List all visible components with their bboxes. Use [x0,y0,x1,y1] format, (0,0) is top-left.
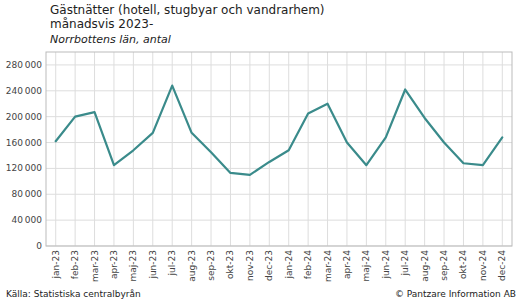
grid-line [230,52,231,246]
y-tick-label: 160 000 [6,138,42,148]
grid-line [463,52,464,246]
grid-line [346,52,347,246]
y-tick-label: 240 000 [6,86,42,96]
x-tick-label: dec-23 [264,250,274,281]
footer: Källa: Statistiska centralbyrån [6,289,141,299]
grid-line [502,52,503,246]
grid-line [424,52,425,246]
x-tick-label: jun-24 [381,250,391,280]
x-tick-label: apr-24 [342,250,352,279]
grid-line [308,52,309,246]
grid-line [46,90,512,91]
x-tick-label: jul-24 [400,250,410,277]
chart-container: Gästnätter (hotell, stugbyar och vandrar… [0,0,522,301]
grid-line [405,52,406,246]
x-tick-label: nov-24 [478,250,488,281]
grid-line [152,52,153,246]
x-tick-label: jun-23 [148,250,158,280]
x-tick-label: nov-23 [245,250,255,281]
grid-line [46,64,512,65]
grid-line [191,52,192,246]
x-tick-label: aug-23 [187,250,197,282]
y-tick-label: 80 000 [12,189,43,199]
grid-line [211,52,212,246]
series [56,86,503,175]
y-tick-label: 40 000 [12,215,43,225]
x-tick-label: jul-23 [167,250,177,276]
grid-line [94,52,95,246]
x-tick-label: jan-23 [51,250,61,279]
grid-line [75,52,76,246]
grid-line [366,52,367,246]
x-tick-label: jan-24 [284,250,294,280]
chart: Gästnätter (hotell, stugbyar och vandrar… [0,0,522,301]
y-tick-label: 0 [36,241,42,251]
x-tick-label: apr-23 [109,250,119,279]
y-tick-label: 200 000 [6,112,42,122]
plot-frame [46,52,512,246]
x-tick-label: maj-24 [361,250,371,282]
grid-line [269,52,270,246]
x-tick-label: okt-23 [225,250,235,279]
line [56,86,503,175]
x-tick-label: mar-23 [90,250,100,282]
grid [46,52,512,246]
footer: © Pantzare Information AB [395,289,516,299]
grid-line [46,168,512,169]
y-tick-label: 280 000 [6,60,42,70]
grid-line [46,116,512,117]
x-tick-label: aug-24 [420,250,430,282]
x-tick-label: feb-24 [303,250,313,279]
title: månadsvis 2023- [50,17,153,31]
grid-line [385,52,386,246]
x-tick-label: okt-24 [458,250,468,279]
grid-line [327,52,328,246]
subtitle: Norrbottens län, antal [50,33,171,46]
y-tick-label: 120 000 [6,163,42,173]
grid-line [482,52,483,246]
grid-line [46,220,512,221]
grid-line [46,142,512,143]
x-tick-label: mar-24 [323,250,333,282]
grid-line [444,52,445,246]
x-tick-label: maj-23 [128,250,138,281]
grid-line [55,52,56,246]
x-tick-label: dec-24 [497,250,507,281]
grid-line [249,52,250,246]
grid-line [172,52,173,246]
grid-line [113,52,114,246]
title: Gästnätter (hotell, stugbyar och vandrar… [50,3,325,17]
grid-line [46,194,512,195]
x-tick-label: feb-23 [70,250,80,279]
x-tick-label: sep-24 [439,250,449,281]
x-tick-label: sep-23 [206,250,216,281]
